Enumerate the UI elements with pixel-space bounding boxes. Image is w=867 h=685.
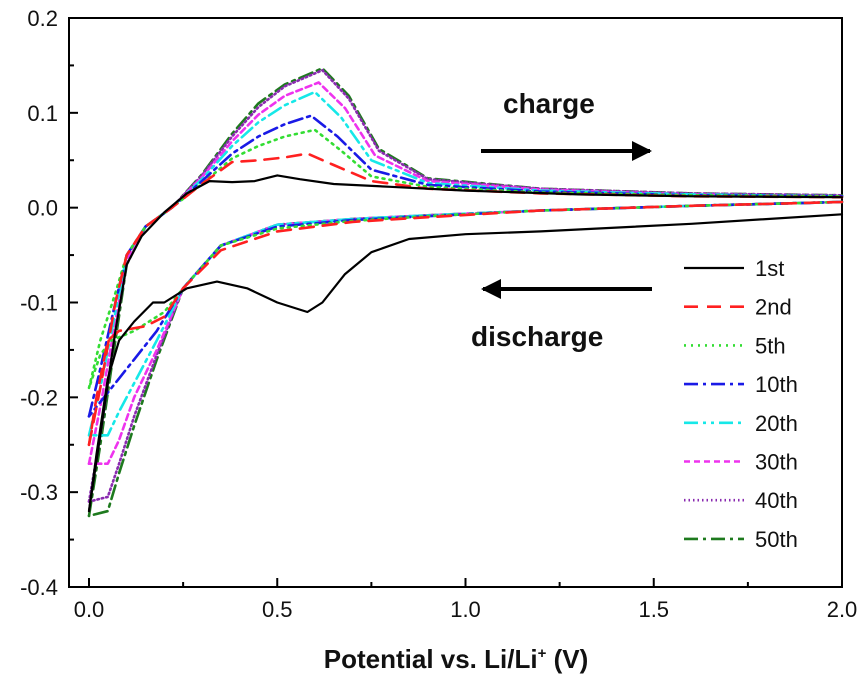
y-tick-label: 0.1 xyxy=(27,101,58,126)
plot-frame xyxy=(68,17,843,588)
x-tick-label: 0.5 xyxy=(262,597,293,622)
legend-label: 10th xyxy=(755,372,798,397)
legend-label: 5th xyxy=(755,333,786,358)
legend-label: 20th xyxy=(755,411,798,436)
curve-50th-upper xyxy=(87,67,844,518)
legend-label: 2nd xyxy=(755,295,792,320)
curve-1st-lower xyxy=(87,213,844,513)
legend-label: 1st xyxy=(755,256,784,281)
legend-label: 50th xyxy=(755,527,798,552)
y-tick-label: -0.4 xyxy=(20,575,58,600)
tick-labels: 0.0 0.5 1.0 1.5 2.0 -0.4 -0.3 -0.2 -0.1 0.0 0.1 0.2 xyxy=(20,6,857,622)
x-tick-label: 1.5 xyxy=(638,597,669,622)
curve-40th-lower xyxy=(87,200,844,503)
x-axis-title: Potential vs. Li/Li+ (V) xyxy=(324,644,588,674)
curve-20th-upper xyxy=(87,90,844,437)
cv-curves xyxy=(87,67,844,518)
y-tick-label: -0.1 xyxy=(20,291,58,316)
curve-5th-lower xyxy=(87,200,844,390)
curve-20th-lower xyxy=(87,200,844,437)
curve-1st-upper xyxy=(87,174,844,513)
curve-30th-upper xyxy=(87,81,844,465)
discharge-annotation: discharge xyxy=(471,279,652,352)
legend-label: 40th xyxy=(755,488,798,513)
tick-marks xyxy=(69,17,843,588)
legend-label: 30th xyxy=(755,450,798,475)
charge-annotation: charge xyxy=(481,88,652,161)
legend: 1st 2nd 5th 10th 20th 30th 40th 50th xyxy=(684,256,798,552)
curve-2nd-lower xyxy=(87,200,844,447)
curve-50th-lower xyxy=(87,200,844,518)
curve-30th-lower xyxy=(87,200,844,465)
y-tick-label: -0.3 xyxy=(20,480,58,505)
y-tick-label: 0.0 xyxy=(27,196,58,221)
x-tick-label: 0.0 xyxy=(74,597,105,622)
discharge-label: discharge xyxy=(471,321,603,352)
y-tick-label: -0.2 xyxy=(20,385,58,410)
x-tick-label: 1.0 xyxy=(450,597,481,622)
y-tick-label: 0.2 xyxy=(27,6,58,31)
curve-5th-upper xyxy=(87,128,844,390)
charge-label: charge xyxy=(503,88,595,119)
x-tick-label: 2.0 xyxy=(827,597,858,622)
